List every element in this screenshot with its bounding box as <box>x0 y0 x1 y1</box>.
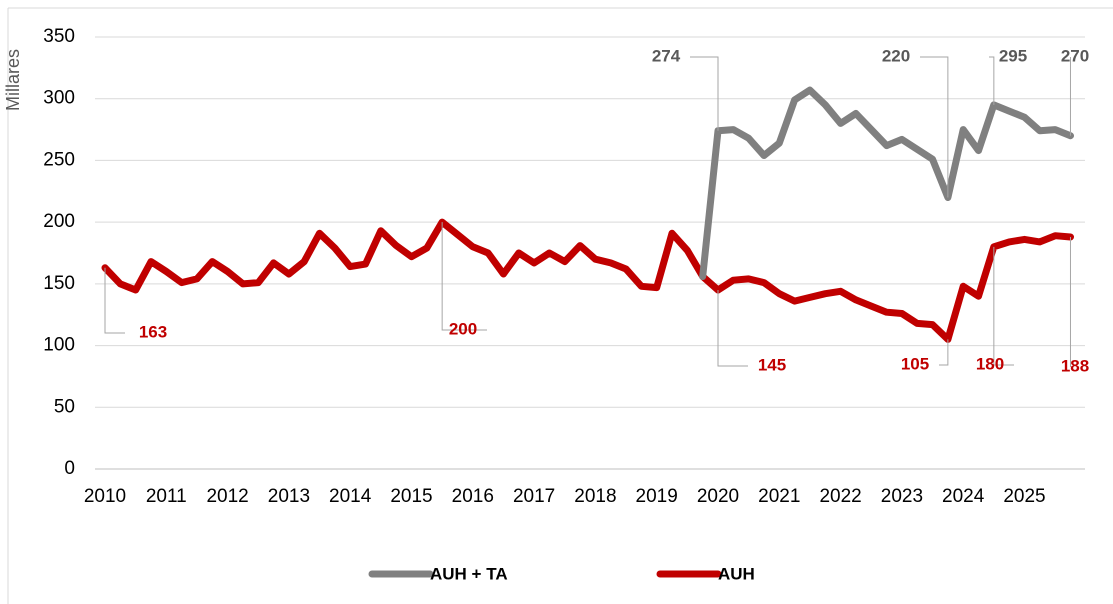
leader-line <box>104 267 125 334</box>
data-label: 220 <box>882 46 910 65</box>
data-label: 270 <box>1061 46 1089 65</box>
leader-line <box>993 246 1014 366</box>
y-tick-label: 250 <box>43 149 75 170</box>
legend-label: AUH <box>718 564 755 583</box>
x-tick-label: 2011 <box>146 486 187 507</box>
series-line <box>101 218 1074 343</box>
y-tick-label: 150 <box>43 273 75 294</box>
data-label: 295 <box>999 46 1027 65</box>
x-tick-label: 2014 <box>329 486 372 507</box>
leader-line <box>920 56 949 198</box>
leader-line <box>939 339 949 366</box>
data-label: 200 <box>449 319 477 338</box>
series-line <box>699 86 1074 280</box>
x-tick-label: 2025 <box>1003 486 1045 507</box>
leader-line <box>441 222 487 331</box>
x-tick-label: 2018 <box>574 486 616 507</box>
x-tick-label: 2019 <box>636 486 678 507</box>
data-label: 274 <box>652 46 681 65</box>
x-tick-label: 2016 <box>452 486 494 507</box>
data-label: 105 <box>901 354 929 373</box>
x-tick-label: 2013 <box>268 486 310 507</box>
y-tick-label: 350 <box>43 26 75 47</box>
x-tick-label: 2021 <box>758 486 800 507</box>
y-tick-label: 100 <box>43 335 75 356</box>
x-tick-label: 2017 <box>513 486 555 507</box>
leader-line <box>717 290 748 367</box>
y-tick-label: 300 <box>43 88 75 109</box>
legend-label: AUH + TA <box>430 564 508 583</box>
x-tick-label: 2012 <box>206 486 248 507</box>
x-tick-label: 2010 <box>84 486 126 507</box>
x-tick-label: 2020 <box>697 486 739 507</box>
x-tick-label: 2022 <box>819 486 861 507</box>
x-tick-label: 2024 <box>942 486 985 507</box>
leader-line <box>989 56 995 105</box>
x-tick-label: 2023 <box>881 486 923 507</box>
y-axis-label: Millares <box>3 49 23 111</box>
data-label: 188 <box>1061 356 1089 375</box>
data-label: 163 <box>139 322 167 341</box>
x-tick-label: 2015 <box>390 486 432 507</box>
y-tick-label: 50 <box>54 396 75 417</box>
data-label: 180 <box>976 354 1004 373</box>
leader-line <box>690 56 719 131</box>
y-tick-label: 0 <box>64 458 75 479</box>
data-label: 145 <box>758 355 786 374</box>
y-tick-label: 200 <box>43 211 75 232</box>
